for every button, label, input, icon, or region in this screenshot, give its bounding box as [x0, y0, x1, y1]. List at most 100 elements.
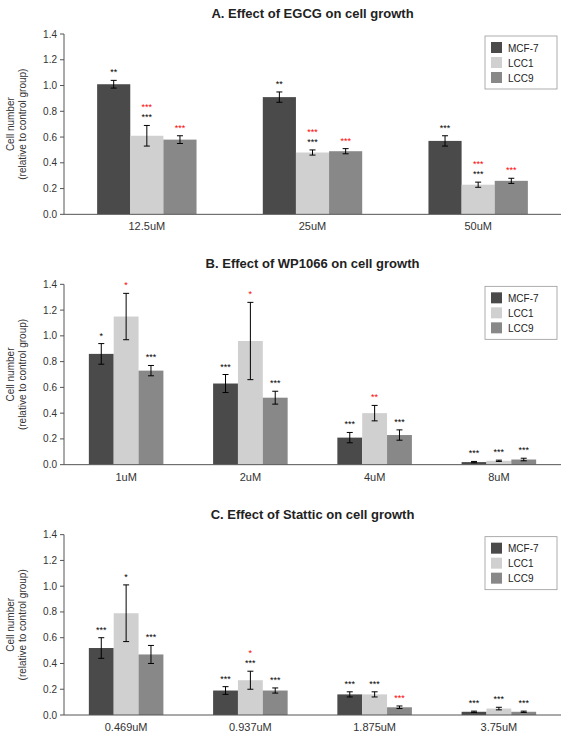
figure: A. Effect of EGCG on cell growthCell num… — [0, 0, 571, 751]
y-tick — [60, 387, 64, 388]
legend-frame — [485, 537, 557, 590]
y-tick — [60, 464, 64, 465]
error-bar-cap — [475, 182, 481, 183]
error-bar-cap — [496, 707, 502, 708]
error-bar-cap — [396, 440, 402, 441]
bar — [337, 694, 362, 715]
y-tick — [60, 335, 64, 336]
annotation: * — [100, 331, 104, 341]
y-axis — [64, 284, 65, 464]
error-bar-cap — [177, 143, 183, 144]
y-tick — [60, 689, 64, 690]
bar — [495, 181, 528, 214]
error-bar-cap — [310, 149, 316, 150]
error-bar-cap — [123, 293, 129, 294]
error-bar-cap — [471, 461, 477, 462]
error-bar — [111, 80, 117, 88]
annotation: *** — [394, 693, 405, 703]
legend-swatch — [491, 72, 502, 83]
error-bar-cap — [475, 187, 481, 188]
x-axis — [64, 214, 561, 215]
error-bar-stem — [250, 302, 251, 379]
panel: B. Effect of WP1066 on cell growthCell n… — [5, 256, 561, 482]
error-bar — [496, 707, 502, 710]
annotation: *** — [96, 625, 107, 635]
annotation: ** — [276, 79, 284, 89]
error-bar-cap — [442, 146, 448, 147]
error-bar-cap — [496, 461, 502, 462]
error-bar — [442, 136, 448, 146]
legend-label: LCC1 — [508, 58, 534, 69]
bar — [263, 398, 288, 465]
y-tick-label: 0.6 — [43, 132, 57, 143]
y-tick-label: 1.0 — [43, 581, 57, 592]
y-tick-label: 0.4 — [43, 157, 57, 168]
y-axis-label-line: Cell number — [5, 97, 16, 152]
error-bar — [272, 688, 278, 693]
annotation: *** — [394, 417, 405, 427]
y-tick-label: 0.0 — [43, 710, 57, 721]
y-axis-label-line: (relative to control group) — [17, 69, 28, 180]
error-bar — [98, 344, 104, 365]
annotation: * — [249, 289, 253, 299]
annotation: *** — [440, 123, 451, 133]
y-tick — [60, 611, 64, 612]
legend-label: MCF-7 — [508, 543, 539, 554]
legend-swatch — [491, 292, 502, 303]
panel: C. Effect of Stattic on cell growthCell … — [5, 507, 561, 733]
y-axis — [64, 34, 65, 214]
error-bar — [98, 638, 104, 659]
error-bar-cap — [310, 155, 316, 156]
bar — [163, 140, 196, 215]
error-bar-cap — [144, 125, 150, 126]
error-bar-cap — [521, 460, 527, 461]
bar — [139, 654, 164, 715]
error-bar-cap — [442, 135, 448, 136]
error-bar — [347, 692, 353, 697]
error-bar-cap — [272, 687, 278, 688]
error-bar — [347, 432, 353, 442]
title: C. Effect of Stattic on cell growth — [211, 507, 415, 522]
error-bar — [508, 178, 514, 183]
error-bar — [343, 149, 349, 154]
error-bar — [123, 585, 129, 642]
error-bar — [496, 460, 502, 461]
bar — [362, 694, 387, 715]
error-bar-cap — [148, 645, 154, 646]
legend-swatch — [491, 558, 502, 569]
bar — [387, 707, 412, 715]
error-bar-stem — [511, 178, 512, 183]
error-bar-cap — [223, 392, 229, 393]
y-tick — [60, 137, 64, 138]
error-bar-stem — [312, 150, 313, 155]
error-bar — [471, 461, 477, 462]
annotation: *** — [270, 378, 281, 388]
annotation: *** — [307, 127, 318, 137]
error-bar-cap — [471, 711, 477, 712]
error-bar-cap — [272, 404, 278, 405]
legend-swatch — [491, 573, 502, 584]
y-tick — [60, 586, 64, 587]
x-tick-label: 4uM — [364, 471, 385, 483]
annotation: *** — [473, 159, 484, 169]
error-bar — [396, 430, 402, 440]
x-tick-label: 50uM — [464, 220, 492, 232]
y-tick-label: 1.4 — [43, 279, 57, 290]
legend-swatch — [491, 42, 502, 53]
bar — [486, 709, 511, 715]
error-bar-cap — [372, 405, 378, 406]
error-bar-cap — [272, 391, 278, 392]
error-bar-cap — [343, 148, 349, 149]
error-bar-cap — [372, 691, 378, 692]
annotation: *** — [369, 679, 380, 689]
error-bar-cap — [347, 442, 353, 443]
error-bar-cap — [148, 365, 154, 366]
error-bar — [148, 365, 154, 375]
annotation: *** — [142, 102, 153, 112]
annotation: *** — [345, 679, 356, 689]
annotation: *** — [220, 674, 231, 684]
error-bar-cap — [148, 375, 154, 376]
error-bar-cap — [223, 686, 229, 687]
error-bar-cap — [98, 364, 104, 365]
error-bar-stem — [101, 344, 102, 365]
